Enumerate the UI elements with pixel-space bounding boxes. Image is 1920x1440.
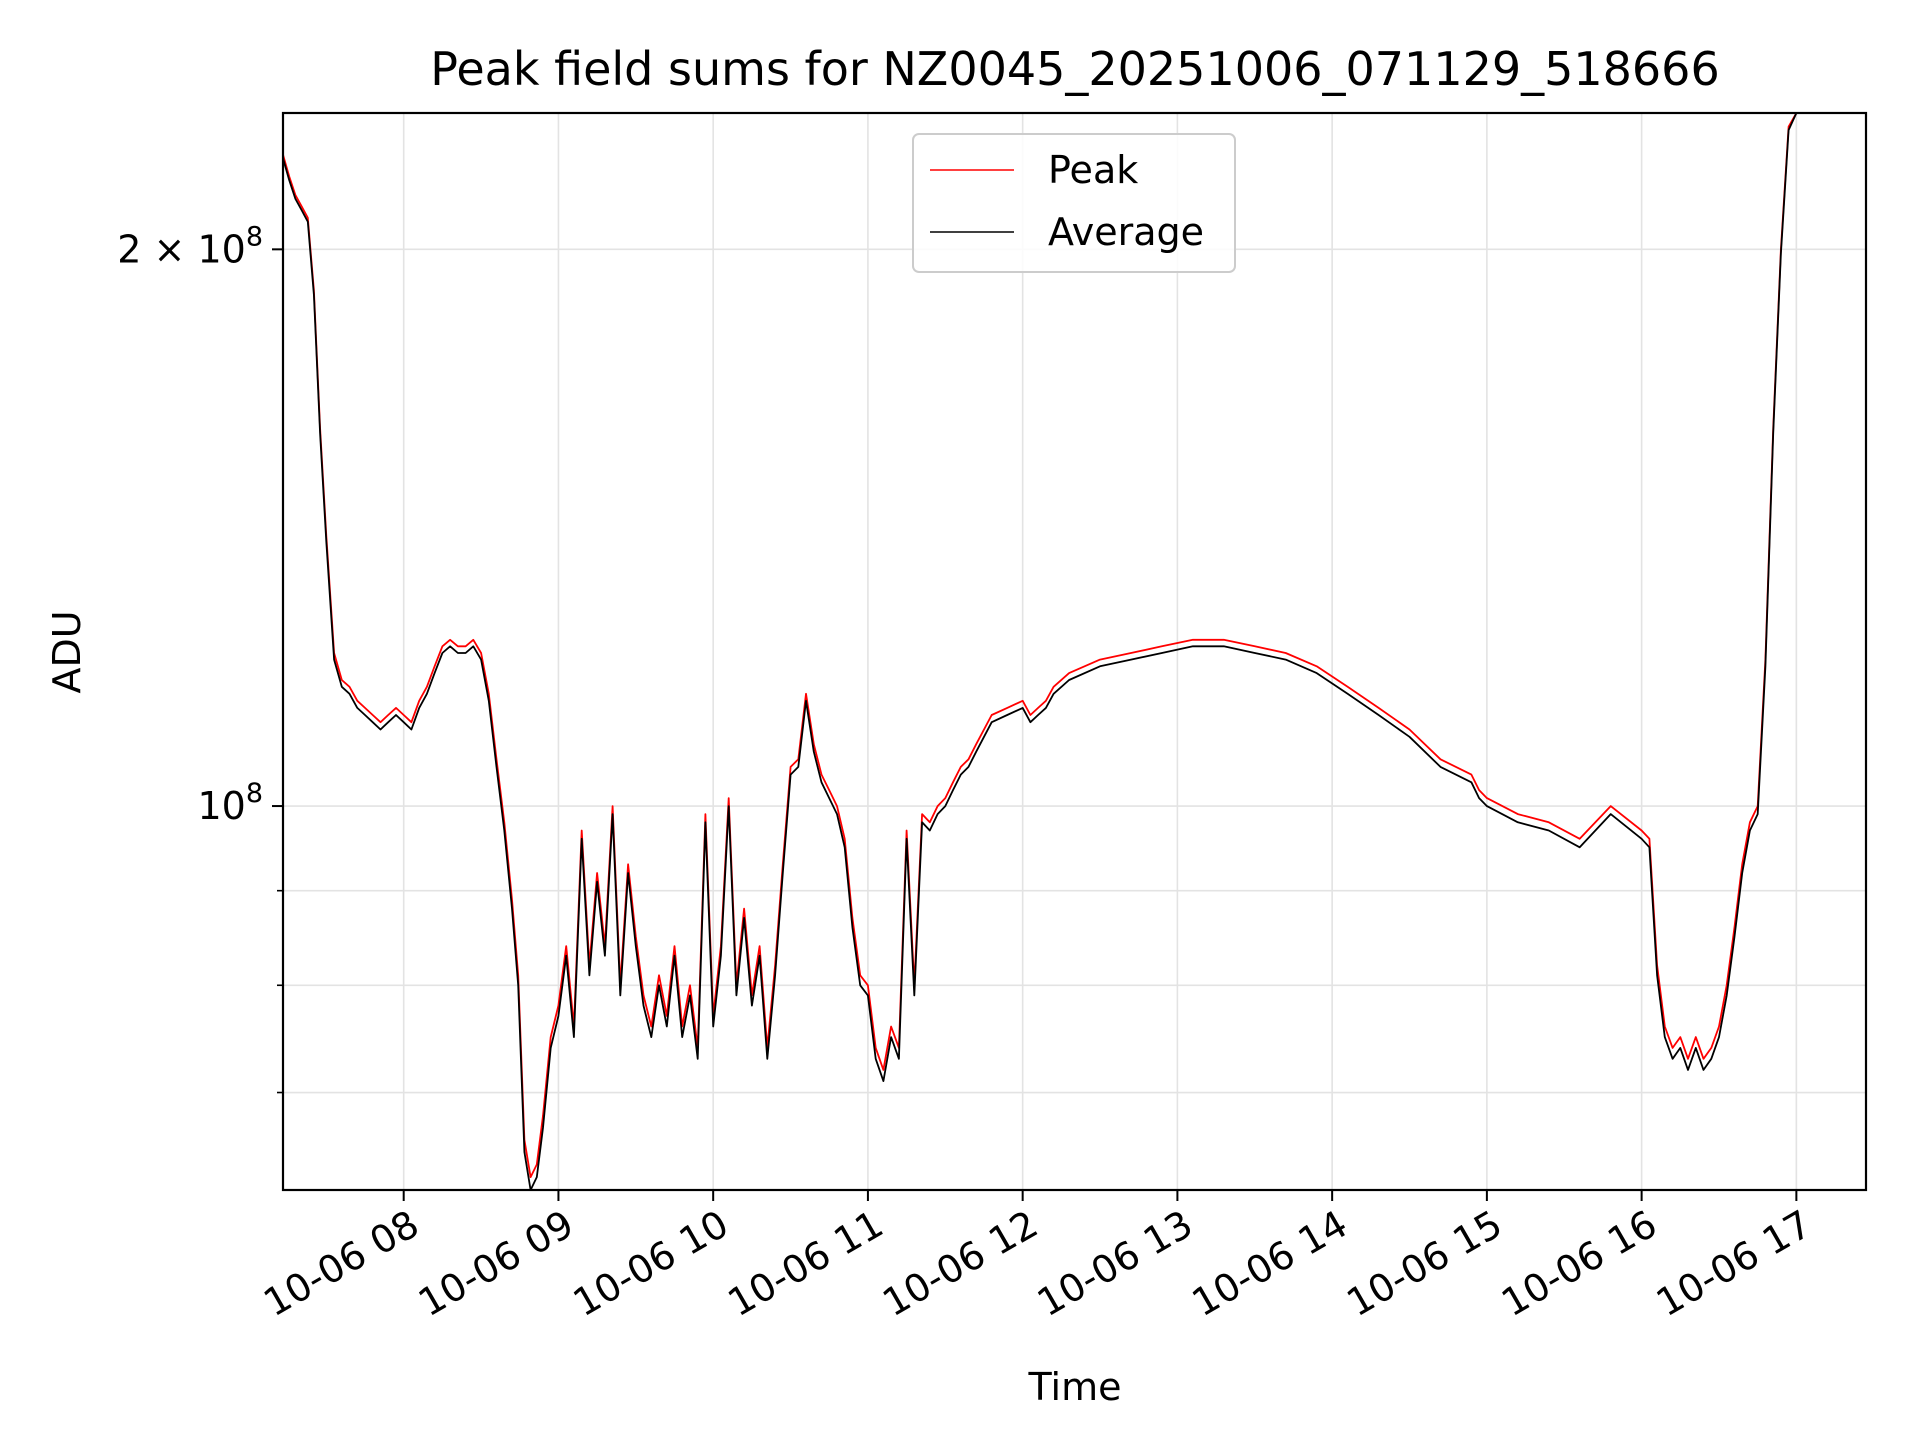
series-line-average xyxy=(283,113,1798,1190)
legend-label-peak: Peak xyxy=(1048,148,1138,192)
y-axis: 108 2 × 108 xyxy=(117,221,283,1094)
legend: Peak Average xyxy=(912,133,1236,273)
y-tick-label: 2 × 108 xyxy=(117,221,263,271)
chart-title: Peak field sums for NZ0045_20251006_0711… xyxy=(430,42,1719,96)
series-layer xyxy=(283,113,1798,1190)
legend-box xyxy=(912,133,1236,273)
plot-frame xyxy=(281,111,1868,1192)
x-axis-label: Time xyxy=(1028,1365,1122,1409)
series-line-peak xyxy=(283,113,1798,1178)
y-axis-label: ADU xyxy=(45,610,89,693)
y-tick-label: 108 xyxy=(197,778,263,828)
legend-label-average: Average xyxy=(1048,210,1204,254)
